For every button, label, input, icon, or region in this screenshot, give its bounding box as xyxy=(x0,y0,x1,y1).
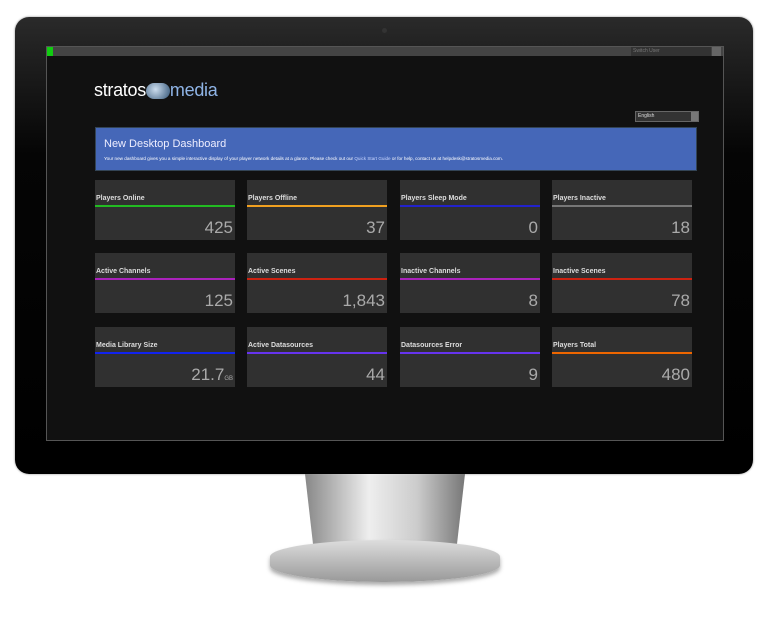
banner-text: Your new dashboard gives you a simple in… xyxy=(104,156,503,161)
stat-color-bar xyxy=(247,205,387,207)
stat-color-bar xyxy=(247,352,387,354)
stat-value: 78 xyxy=(671,291,690,311)
stat-value: 125 xyxy=(205,291,233,311)
logo-cloud-icon xyxy=(145,83,170,100)
stat-color-bar xyxy=(552,352,692,354)
logo: stratos media xyxy=(94,80,218,101)
stat-value: 37 xyxy=(366,218,385,238)
banner-text-after: or for help, contact us at helpdesk@stra… xyxy=(390,156,504,161)
stat-value: 8 xyxy=(529,291,538,311)
logo-text-left: stratos xyxy=(94,80,146,100)
stat-value: 1,843 xyxy=(342,291,385,311)
stat-number: 8 xyxy=(528,291,538,310)
stat-value: 9 xyxy=(529,365,538,385)
stat-color-bar xyxy=(95,352,235,354)
page-title: New Desktop Dashboard xyxy=(104,138,227,150)
top-bar: Switch User xyxy=(47,47,723,56)
stat-label: Active Scenes xyxy=(248,268,296,275)
switch-user-label: Switch User xyxy=(633,48,660,54)
stat-value: 18 xyxy=(671,218,690,238)
stat-label: Players Offline xyxy=(248,195,298,202)
stat-color-bar xyxy=(552,205,692,207)
stat-value: 480 xyxy=(662,365,690,385)
webcam xyxy=(382,28,387,33)
stat-card[interactable]: Active Channels 125 xyxy=(95,253,235,313)
status-indicator xyxy=(47,47,53,56)
stat-label: Media Library Size xyxy=(96,342,158,349)
screen: Switch User stratos media English New Des… xyxy=(46,46,724,441)
stat-number: 21.7 xyxy=(191,365,225,384)
stat-color-bar xyxy=(400,278,540,280)
language-select[interactable]: English xyxy=(635,111,699,122)
stat-value: 21.7GB xyxy=(191,365,233,385)
stat-label: Datasources Error xyxy=(401,342,463,349)
stat-unit: GB xyxy=(224,376,233,382)
stat-value: 0 xyxy=(529,218,538,238)
monitor-stand-neck xyxy=(305,474,465,544)
switch-user-dropdown[interactable]: Switch User xyxy=(631,47,711,56)
stat-label: Players Online xyxy=(96,195,145,202)
stat-color-bar xyxy=(95,205,235,207)
stat-number: 1,843 xyxy=(342,291,385,310)
stat-number: 480 xyxy=(661,365,690,384)
stat-number: 125 xyxy=(204,291,233,310)
monitor-stand-base xyxy=(270,540,500,582)
chevron-down-icon xyxy=(691,112,698,121)
stat-card[interactable]: Players Offline 37 xyxy=(247,180,387,240)
stat-card[interactable]: Datasources Error 9 xyxy=(400,327,540,387)
stat-label: Active Datasources xyxy=(248,342,313,349)
stat-label: Players Sleep Mode xyxy=(401,195,467,202)
quick-start-link[interactable]: Quick Start Guide xyxy=(354,156,391,161)
stat-label: Active Channels xyxy=(96,268,151,275)
stat-card[interactable]: Players Online 425 xyxy=(95,180,235,240)
stat-label: Inactive Channels xyxy=(401,268,461,275)
scroll-button[interactable] xyxy=(712,47,721,56)
stat-number: 425 xyxy=(204,218,233,237)
language-value: English xyxy=(638,113,655,119)
welcome-banner: New Desktop Dashboard Your new dashboard… xyxy=(95,127,697,171)
stat-value: 44 xyxy=(366,365,385,385)
stat-number: 18 xyxy=(671,218,690,237)
stat-card[interactable]: Inactive Channels 8 xyxy=(400,253,540,313)
stat-number: 78 xyxy=(671,291,690,310)
stat-card[interactable]: Active Datasources 44 xyxy=(247,327,387,387)
stat-card[interactable]: Inactive Scenes 78 xyxy=(552,253,692,313)
stat-card[interactable]: Players Sleep Mode 0 xyxy=(400,180,540,240)
stat-number: 9 xyxy=(528,365,538,384)
stat-color-bar xyxy=(95,278,235,280)
stat-card[interactable]: Players Total 480 xyxy=(552,327,692,387)
stat-label: Inactive Scenes xyxy=(553,268,606,275)
stat-number: 44 xyxy=(366,365,385,384)
stat-value: 425 xyxy=(205,218,233,238)
stat-label: Players Total xyxy=(553,342,597,349)
stat-color-bar xyxy=(400,205,540,207)
stat-number: 0 xyxy=(528,218,538,237)
stat-color-bar xyxy=(247,278,387,280)
stat-color-bar xyxy=(400,352,540,354)
logo-text-right: media xyxy=(169,80,218,100)
stat-number: 37 xyxy=(366,218,385,237)
stat-label: Players Inactive xyxy=(553,195,606,202)
stat-card[interactable]: Active Scenes 1,843 xyxy=(247,253,387,313)
stat-card[interactable]: Media Library Size 21.7GB xyxy=(95,327,235,387)
stat-color-bar xyxy=(552,278,692,280)
stat-card[interactable]: Players Inactive 18 xyxy=(552,180,692,240)
banner-text-before: Your new dashboard gives you a simple in… xyxy=(104,156,355,161)
